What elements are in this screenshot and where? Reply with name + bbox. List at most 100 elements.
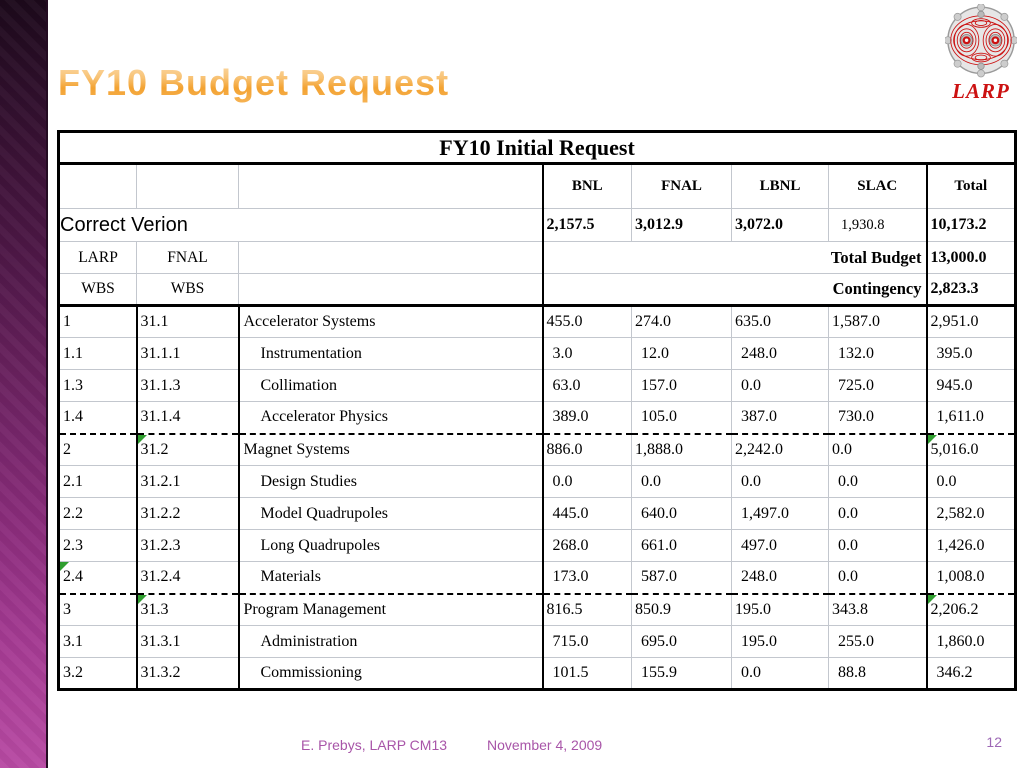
comment-marker-icon [137, 594, 147, 604]
fnal-wbs-cell: 31.2.2 [136, 497, 240, 530]
table-row: 1 31.1 Accelerator Systems 455.0 274.0 635.0 1… [58, 305, 1017, 338]
task-name-cell: Accelerator Physics [238, 401, 544, 434]
bnl-value-cell: 63.0 [542, 369, 632, 402]
empty-cell [136, 163, 239, 209]
lbnl-value-cell: 2,242.0 [731, 432, 829, 466]
bnl-value-cell: 3.0 [542, 337, 632, 370]
lbnl-value-cell: 0.0 [731, 369, 829, 402]
fnal-wbs-cell: 31.2.3 [136, 529, 240, 562]
slac-value-cell: 0.0 [828, 497, 927, 530]
larp-wbs-cell: 3.1 [58, 625, 138, 658]
total-budget-label: Total Budget [542, 241, 927, 274]
larp-wbs-cell: 3 [58, 592, 138, 626]
footer-date: November 4, 2009 [487, 737, 603, 753]
fnal-wbs-cell: 31.3 [136, 592, 240, 626]
lab-total-bnl: 2,157.5 [542, 208, 632, 242]
bnl-value-cell: 389.0 [542, 401, 632, 434]
larp-wbs-cell: 1.4 [58, 401, 138, 434]
fnal-wbs-cell: 31.1.4 [136, 401, 240, 434]
budget-table-body: 1 31.1 Accelerator Systems 455.0 274.0 635.0 1… [58, 305, 1017, 690]
task-name-cell: Long Quadrupoles [238, 529, 544, 562]
task-name-cell: Commissioning [238, 657, 544, 690]
table-row: 3 31.3 Program Management 816.5 850.9 195.0 34… [58, 592, 1017, 626]
lbnl-value-cell: 195.0 [731, 625, 829, 658]
comment-marker-icon [137, 434, 147, 444]
column-header-row: BNL FNAL LBNL SLAC Total [58, 163, 1017, 209]
larp-logo-label: LARP [952, 79, 1010, 103]
lbnl-value-cell: 1,497.0 [731, 497, 829, 530]
slac-value-cell: 0.0 [828, 561, 927, 594]
fnal-value-cell: 157.0 [631, 369, 732, 402]
larp-wbs-cell: 2.1 [58, 465, 138, 498]
bnl-value-cell: 455.0 [542, 305, 632, 338]
lhc-magnet-cross-section-icon [943, 3, 1019, 82]
lab-totals-row: Correct Verion 2,157.5 3,012.9 3,072.0 1… [58, 208, 1017, 242]
larp-wbs-cell: 2.2 [58, 497, 138, 530]
page-number: 12 [986, 734, 1002, 750]
lab-total-fnal: 3,012.9 [631, 208, 732, 242]
comment-marker-icon [927, 434, 937, 444]
lbnl-value-cell: 635.0 [731, 305, 829, 338]
table-row: 1.4 31.1.4 Accelerator Physics 389.0 105.0 38… [58, 401, 1017, 434]
slac-value-cell: 0.0 [828, 432, 927, 466]
task-name-cell: Model Quadrupoles [238, 497, 544, 530]
fnal-value-cell: 155.9 [631, 657, 732, 690]
task-name-cell: Instrumentation [238, 337, 544, 370]
fnal-value-cell: 1,888.0 [631, 432, 732, 466]
larp-wbs-cell: 2 [58, 432, 138, 466]
wbs-header-row-2: WBS WBS Contingency 2,823.3 [58, 273, 1017, 307]
larp-logo: LARP [938, 3, 1024, 103]
task-name-cell: Accelerator Systems [238, 305, 544, 338]
task-name-cell: Design Studies [238, 465, 544, 498]
left-accent-bar [0, 0, 48, 768]
fnal-value-cell: 850.9 [631, 592, 732, 626]
table-title-row: FY10 Initial Request [57, 131, 1017, 165]
comment-marker-icon [60, 562, 69, 571]
table-row: 2 31.2 Magnet Systems 886.0 1,888.0 2,242.0 0.… [58, 432, 1017, 466]
total-value-cell: 1,426.0 [925, 529, 1017, 562]
total-value-cell: 395.0 [925, 337, 1017, 370]
slac-value-cell: 730.0 [828, 401, 927, 434]
table-row: 2.2 31.2.2 Model Quadrupoles 445.0 640.0 1,49… [58, 497, 1017, 530]
table-title: FY10 Initial Request [57, 131, 1017, 165]
column-header-total: Total [925, 163, 1017, 209]
column-header-fnal: FNAL [631, 163, 732, 209]
bnl-value-cell: 0.0 [542, 465, 632, 498]
bnl-value-cell: 715.0 [542, 625, 632, 658]
fnal-value-cell: 105.0 [631, 401, 732, 434]
slac-value-cell: 343.8 [828, 592, 927, 626]
column-header-lbnl: LBNL [731, 163, 829, 209]
slac-value-cell: 0.0 [828, 465, 927, 498]
table-row: 3.1 31.3.1 Administration 715.0 695.0 195.0 25… [58, 625, 1017, 658]
larp-wbs-cell: 3.2 [58, 657, 138, 690]
total-value-cell: 0.0 [925, 465, 1017, 498]
table-row: 1.3 31.1.3 Collimation 63.0 157.0 0.0 725.0 945… [58, 369, 1017, 402]
fnal-wbs-header: FNAL [136, 241, 239, 274]
task-name-cell: Collimation [238, 369, 544, 402]
bnl-value-cell: 268.0 [542, 529, 632, 562]
bnl-value-cell: 886.0 [542, 432, 632, 466]
total-value-cell: 2,206.2 [925, 592, 1017, 626]
slac-value-cell: 255.0 [828, 625, 927, 658]
larp-wbs-cell: 1.1 [58, 337, 138, 370]
fnal-wbs-cell: 31.1.1 [136, 337, 240, 370]
lab-total-lbnl: 3,072.0 [731, 208, 829, 242]
total-value-cell: 5,016.0 [925, 432, 1017, 466]
fnal-value-cell: 695.0 [631, 625, 732, 658]
slac-value-cell: 132.0 [828, 337, 927, 370]
task-name-cell: Materials [238, 561, 544, 594]
table-row: 2.3 31.2.3 Long Quadrupoles 268.0 661.0 497.0… [58, 529, 1017, 562]
slac-value-cell: 1,587.0 [828, 305, 927, 338]
slac-value-cell: 0.0 [828, 529, 927, 562]
slac-value-cell: 88.8 [828, 657, 927, 690]
lbnl-value-cell: 497.0 [731, 529, 829, 562]
contingency-label: Contingency [542, 273, 927, 307]
total-value-cell: 2,951.0 [925, 305, 1017, 338]
budget-table: FY10 Initial Request BNL FNAL LBNL SLAC … [57, 130, 1018, 691]
fnal-value-cell: 0.0 [631, 465, 732, 498]
wbs-header-row-1: LARP FNAL Total Budget 13,000.0 [58, 241, 1017, 274]
larp-wbs-header: LARP [58, 241, 137, 274]
lbnl-value-cell: 248.0 [731, 337, 829, 370]
larp-wbs-cell: 1 [58, 305, 138, 338]
task-name-cell: Program Management [238, 592, 544, 626]
